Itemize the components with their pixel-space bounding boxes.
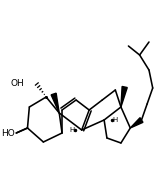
Text: OH: OH: [11, 80, 25, 89]
Text: HO: HO: [1, 128, 14, 137]
Polygon shape: [130, 118, 143, 128]
Polygon shape: [121, 87, 127, 107]
Polygon shape: [51, 93, 59, 113]
Text: H: H: [70, 127, 75, 133]
Text: H: H: [113, 117, 118, 123]
